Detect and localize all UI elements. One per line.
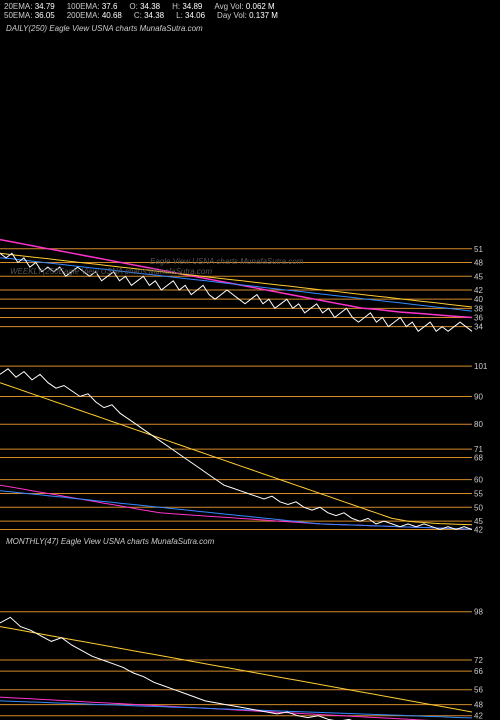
stat-value: 34.38 bbox=[142, 11, 164, 20]
stat-item: C: 34.38 bbox=[134, 11, 164, 20]
stat-value: 0.137 M bbox=[247, 11, 278, 20]
chart-svg: 51 48 45 4240383634 bbox=[0, 35, 500, 355]
ema-line-0 bbox=[0, 627, 472, 712]
chart-title: MONTHLY(47) Eagle View USNA charts Munaf… bbox=[0, 535, 500, 548]
stat-value: 37.6 bbox=[100, 2, 118, 11]
stat-item: H: 34.89 bbox=[172, 2, 202, 11]
chart-panel-2: 98726656484236 bbox=[0, 548, 500, 720]
stat-value: 34.79 bbox=[32, 2, 54, 11]
stat-value: 0.062 M bbox=[244, 2, 275, 11]
stat-item: Avg Vol: 0.062 M bbox=[214, 2, 274, 11]
stat-label: 50EMA: bbox=[4, 11, 32, 20]
axis-label: 51 bbox=[474, 245, 483, 254]
stats-row-2: 50EMA: 36.05 200EMA: 40.68 C: 34.38 L: 34.0… bbox=[4, 11, 496, 20]
stat-item: L: 34.06 bbox=[176, 11, 205, 20]
axis-label: 42 bbox=[474, 712, 483, 720]
stat-value: 40.68 bbox=[100, 11, 122, 20]
axis-label: 48 bbox=[474, 701, 483, 710]
axis-label: 36 bbox=[474, 314, 483, 323]
chart-panels-container: DAILY(250) Eagle View USNA charts Munafa… bbox=[0, 22, 500, 720]
axis-label: 34 bbox=[474, 323, 483, 332]
stat-item: 100EMA: 37.6 bbox=[67, 2, 118, 11]
stat-item: 200EMA: 40.68 bbox=[67, 11, 122, 20]
stat-label: H: bbox=[172, 2, 180, 11]
axis-label: 42 bbox=[474, 525, 483, 534]
ema-line-2 bbox=[0, 258, 472, 311]
axis-label: 40 bbox=[474, 295, 483, 304]
axis-label: 42 bbox=[474, 286, 483, 295]
stat-label: C: bbox=[134, 11, 142, 20]
chart-panel-1: 101908071686055504542 bbox=[0, 355, 500, 535]
ema-line-1 bbox=[0, 697, 472, 720]
stat-value: 34.89 bbox=[180, 2, 202, 11]
stat-label: Day Vol: bbox=[217, 11, 247, 20]
stat-item: O: 34.38 bbox=[129, 2, 160, 11]
ema-line-0 bbox=[0, 383, 472, 525]
chart-panel-0: 5148454240383634WEEKLY(250Eagle View USN… bbox=[0, 35, 500, 355]
chart-svg: 98726656484236 bbox=[0, 548, 500, 720]
axis-label: 68 bbox=[474, 453, 483, 462]
stats-bar: 20EMA: 34.79 100EMA: 37.6 O: 34.38 H: 34.89… bbox=[0, 0, 500, 22]
stat-item: 20EMA: 34.79 bbox=[4, 2, 55, 11]
stat-item: 50EMA: 36.05 bbox=[4, 11, 55, 20]
stat-value: 34.06 bbox=[183, 11, 205, 20]
stats-row-1: 20EMA: 34.79 100EMA: 37.6 O: 34.38 H: 34.89… bbox=[4, 2, 496, 11]
axis-label: 101 bbox=[474, 362, 488, 371]
ema-line-0 bbox=[0, 240, 472, 318]
chart-title: DAILY(250) Eagle View USNA charts Munafa… bbox=[0, 22, 500, 35]
chart-svg: 101908071686055504542 bbox=[0, 355, 500, 535]
stat-value: 36.05 bbox=[32, 11, 54, 20]
axis-label: 66 bbox=[474, 667, 483, 676]
axis-label: 72 bbox=[474, 656, 483, 665]
stat-label: Avg Vol: bbox=[214, 2, 243, 11]
axis-label: 56 bbox=[474, 686, 483, 695]
axis-label: 55 bbox=[474, 489, 483, 498]
axis-label: 80 bbox=[474, 420, 483, 429]
axis-label: 38 bbox=[474, 304, 483, 313]
stat-label: O: bbox=[129, 2, 137, 11]
ema-line-2 bbox=[0, 491, 472, 530]
axis-label: 60 bbox=[474, 476, 483, 485]
stat-item: Day Vol: 0.137 M bbox=[217, 11, 278, 20]
stat-label: 200EMA: bbox=[67, 11, 100, 20]
axis-label: 48 bbox=[474, 259, 483, 268]
stat-value: 34.38 bbox=[138, 2, 160, 11]
axis-label: 45 bbox=[474, 272, 483, 281]
axis-label: 50 bbox=[474, 503, 483, 512]
stat-label: 20EMA: bbox=[4, 2, 32, 11]
axis-label: 98 bbox=[474, 608, 483, 617]
stat-label: L: bbox=[176, 11, 183, 20]
stat-label: 100EMA: bbox=[67, 2, 100, 11]
axis-label: 90 bbox=[474, 393, 483, 402]
